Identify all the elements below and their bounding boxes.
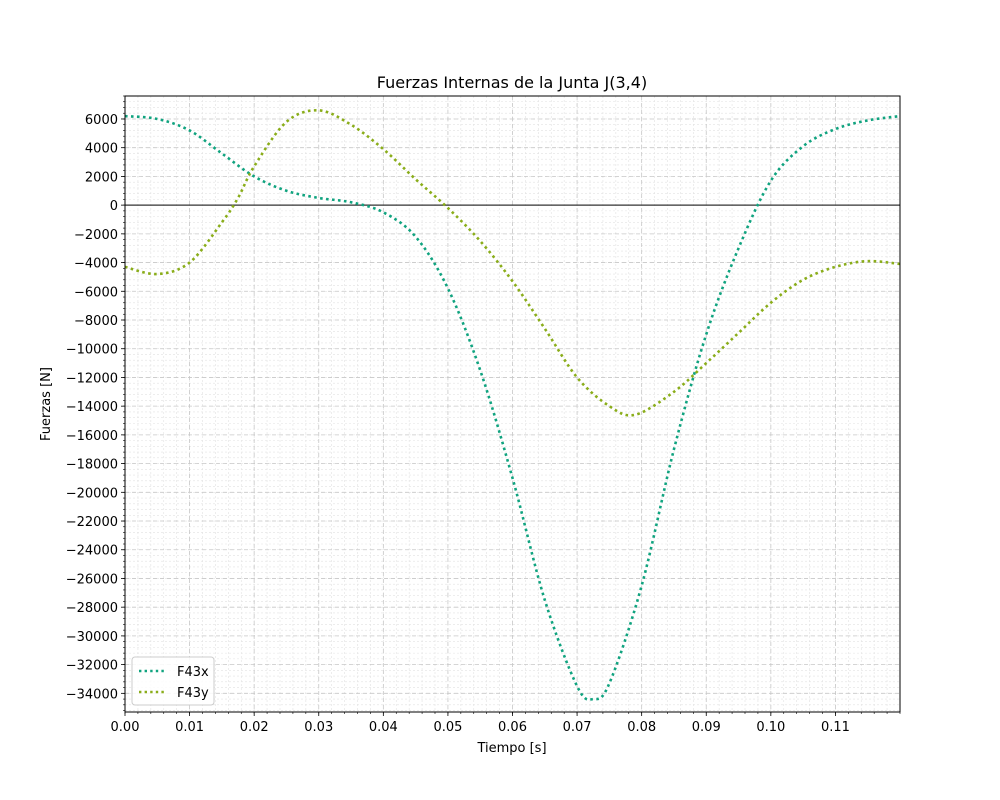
y-tick-label: −20000	[66, 486, 118, 501]
x-tick-label: 0.05	[433, 720, 462, 735]
y-tick-label: −30000	[66, 630, 118, 645]
y-axis-label: Fuerzas [N]	[39, 367, 54, 441]
y-axis: 6000 4000 2000 0 −2000 −4000 −6000 −8000 −10000 −…	[66, 95, 125, 711]
y-tick-label: 6000	[85, 113, 118, 128]
legend: F43x F43y	[131, 656, 215, 706]
x-tick-label: 0.09	[692, 720, 721, 735]
x-tick-label: 0.08	[627, 720, 656, 735]
y-tick-label: −12000	[66, 371, 118, 386]
legend-label-f43x: F43x	[177, 665, 209, 680]
x-tick-label: 0.06	[498, 720, 527, 735]
x-tick-label: 0.03	[304, 720, 333, 735]
y-tick-label: −18000	[66, 458, 118, 473]
x-tick-label: 0.00	[111, 720, 140, 735]
x-tick-label: 0.01	[175, 720, 204, 735]
y-tick-label: 0	[110, 199, 118, 214]
y-tick-label: −26000	[66, 572, 118, 587]
series-layer	[124, 109, 901, 701]
y-tick-label: 2000	[85, 170, 118, 185]
y-tick-label: 4000	[85, 142, 118, 157]
y-tick-label: −28000	[66, 601, 118, 616]
x-tick-label: 0.04	[369, 720, 398, 735]
x-tick-label: 0.10	[756, 720, 785, 735]
legend-label-f43y: F43y	[177, 686, 209, 701]
y-tick-label: −24000	[66, 544, 118, 559]
y-tick-label: −34000	[66, 687, 118, 702]
x-axis: 0.00 0.01 0.02 0.03 0.04 0.05 0.06 0.07 0.08 0.09…	[111, 712, 901, 735]
x-tick-label: 0.02	[240, 720, 269, 735]
y-tick-label: −10000	[66, 343, 118, 358]
y-tick-label: −16000	[66, 429, 118, 444]
y-tick-label: −14000	[66, 400, 118, 415]
x-tick-label: 0.11	[821, 720, 850, 735]
y-tick-label: −4000	[74, 257, 118, 272]
chart-title: Fuerzas Internas de la Junta J(3,4)	[377, 73, 647, 92]
x-axis-label: Tiempo [s]	[476, 741, 546, 756]
y-tick-label: −8000	[74, 314, 118, 329]
y-tick-label: −32000	[66, 659, 118, 674]
x-tick-label: 0.07	[563, 720, 592, 735]
y-tick-label: −6000	[74, 285, 118, 300]
series-line-f43y	[124, 109, 901, 417]
y-tick-label: −2000	[74, 228, 118, 243]
y-tick-label: −22000	[66, 515, 118, 530]
